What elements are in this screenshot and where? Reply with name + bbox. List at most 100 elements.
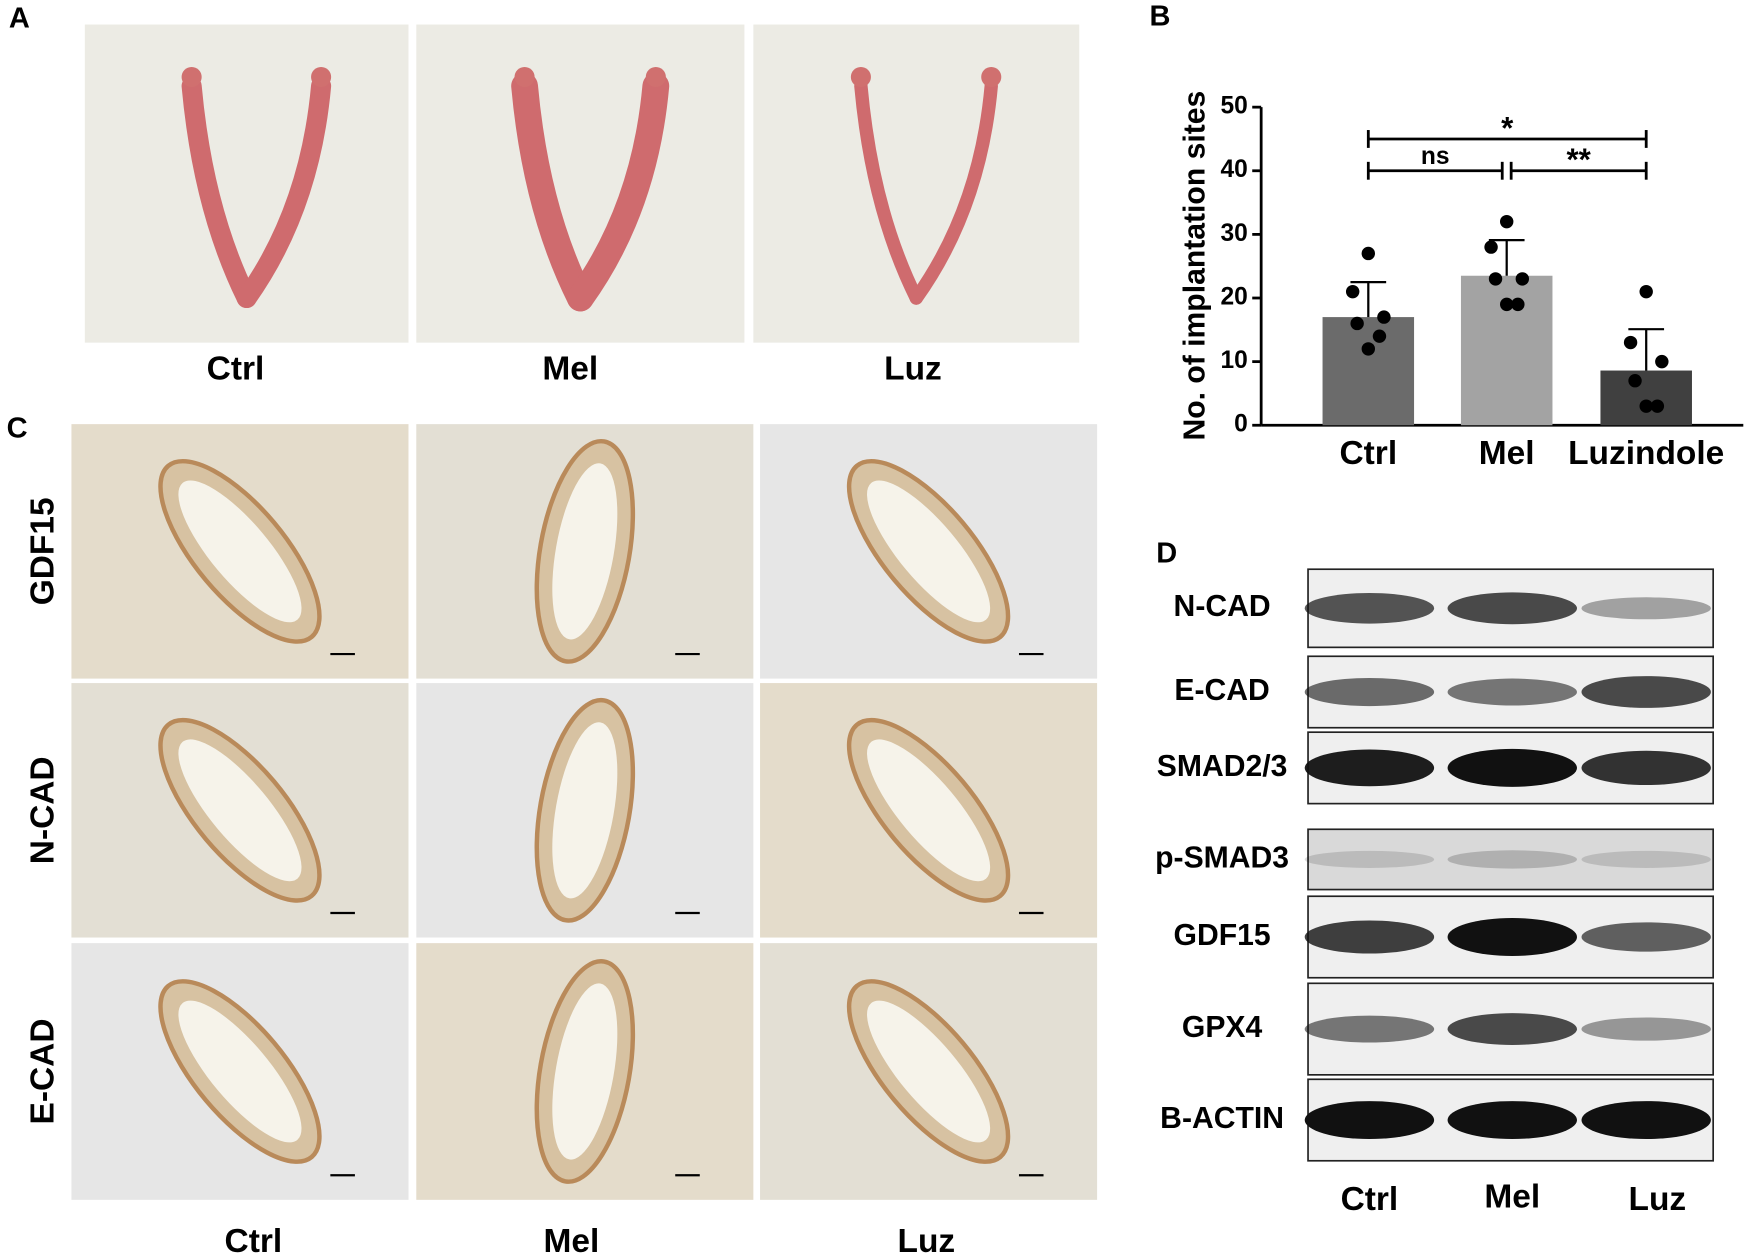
group-label: Luz (884, 350, 942, 387)
blot-band (1447, 1013, 1578, 1045)
blot-band (1304, 593, 1435, 624)
uterus-horn (909, 79, 998, 305)
bar (1322, 317, 1415, 426)
data-point (1377, 310, 1391, 324)
uterus-horn (566, 72, 670, 312)
ovary (850, 66, 871, 88)
x-tick-label: Luzindole (1568, 435, 1724, 472)
blot-band (1581, 597, 1711, 620)
data-point (1361, 342, 1375, 356)
significance-label: ns (1421, 143, 1450, 170)
y-tick-label: 30 (1220, 220, 1247, 247)
data-point (1350, 316, 1364, 331)
protein-label: GPX4 (1182, 1011, 1263, 1044)
blot-band (1304, 1015, 1435, 1043)
protein-label: N-CAD (1174, 590, 1271, 623)
data-point (1655, 354, 1669, 369)
group-label: Luz (898, 1223, 956, 1259)
group-label: Mel (542, 350, 598, 387)
data-point (1488, 272, 1503, 286)
blot (1307, 828, 1715, 891)
bar (1600, 370, 1692, 426)
data-point (1500, 214, 1514, 229)
protein-label: p-SMAD3 (1155, 841, 1289, 874)
ovary (311, 66, 332, 88)
ihc-lumen (178, 1000, 302, 1143)
row-label: GDF15 (24, 497, 61, 605)
data-point (1515, 272, 1530, 286)
group-label: Ctrl (207, 350, 265, 387)
data-point (1511, 297, 1525, 312)
data-point (1639, 284, 1653, 299)
ihc-lumen (867, 480, 991, 623)
significance-label: * (1501, 110, 1514, 145)
ihc-lumen (867, 1000, 991, 1143)
ovary (645, 66, 666, 88)
ihc-lumen (867, 739, 991, 882)
blot-band (1304, 1101, 1435, 1140)
x-tick-label: Mel (1479, 435, 1535, 472)
y-tick-label: 10 (1220, 347, 1247, 374)
protein-label: E-CAD (1174, 674, 1269, 707)
blot-band (1447, 592, 1578, 625)
ihc-lumen (552, 722, 618, 899)
uterus-horn (511, 72, 594, 312)
x-tick-label: Ctrl (1339, 435, 1397, 472)
panel-label: D (1156, 537, 1177, 569)
ihc-lumen (552, 463, 618, 640)
blot-band (1581, 922, 1711, 952)
uterus-horn (854, 79, 923, 305)
panel-label: C (7, 412, 28, 444)
data-point (1500, 297, 1514, 312)
data-point (1372, 329, 1387, 343)
ihc-lumen (552, 983, 618, 1160)
data-point (1628, 374, 1642, 388)
blot-band (1447, 1101, 1578, 1140)
row-label: E-CAD (24, 1018, 61, 1124)
ihc-lumen (178, 739, 302, 882)
ovary (514, 66, 535, 88)
protein-label: B-ACTIN (1160, 1102, 1284, 1135)
blot-band (1581, 750, 1711, 786)
panel-label: A (9, 3, 30, 35)
panel-label: B (1150, 1, 1171, 33)
blot-band (1581, 1017, 1711, 1041)
y-axis-title: No. of implantation sites (1178, 91, 1211, 441)
data-point (1484, 240, 1498, 254)
blot-band (1304, 677, 1435, 707)
data-point (1345, 284, 1360, 299)
group-label: Ctrl (225, 1223, 283, 1259)
uterus-horn (236, 75, 332, 309)
blot-band (1447, 850, 1578, 869)
y-tick-label: 0 (1234, 411, 1248, 438)
ovary (181, 66, 202, 88)
blot-band (1304, 920, 1435, 954)
blot-band (1581, 1101, 1711, 1140)
data-point (1650, 399, 1665, 413)
protein-label: GDF15 (1174, 919, 1271, 952)
blot-band (1581, 850, 1711, 868)
uterus-horn (181, 75, 257, 309)
blot-band (1304, 749, 1435, 787)
data-point (1623, 335, 1638, 350)
ovary (981, 66, 1002, 88)
blot-band (1581, 676, 1711, 708)
group-label: Mel (544, 1223, 600, 1259)
y-tick-label: 20 (1220, 283, 1247, 310)
blot-band (1447, 748, 1578, 787)
protein-label: SMAD2/3 (1157, 750, 1288, 783)
data-point (1361, 246, 1375, 261)
data-point (1639, 399, 1653, 413)
group-label: Luz (1629, 1181, 1687, 1218)
significance-label: ** (1567, 142, 1592, 177)
ihc-lumen (178, 480, 302, 623)
y-tick-label: 50 (1220, 93, 1247, 120)
group-label: Ctrl (1341, 1181, 1399, 1218)
group-label: Mel (1484, 1179, 1540, 1216)
row-label: N-CAD (24, 756, 61, 864)
blot-band (1304, 850, 1435, 868)
blot-band (1447, 918, 1578, 956)
blot-band (1447, 678, 1578, 706)
y-tick-label: 40 (1220, 156, 1247, 183)
